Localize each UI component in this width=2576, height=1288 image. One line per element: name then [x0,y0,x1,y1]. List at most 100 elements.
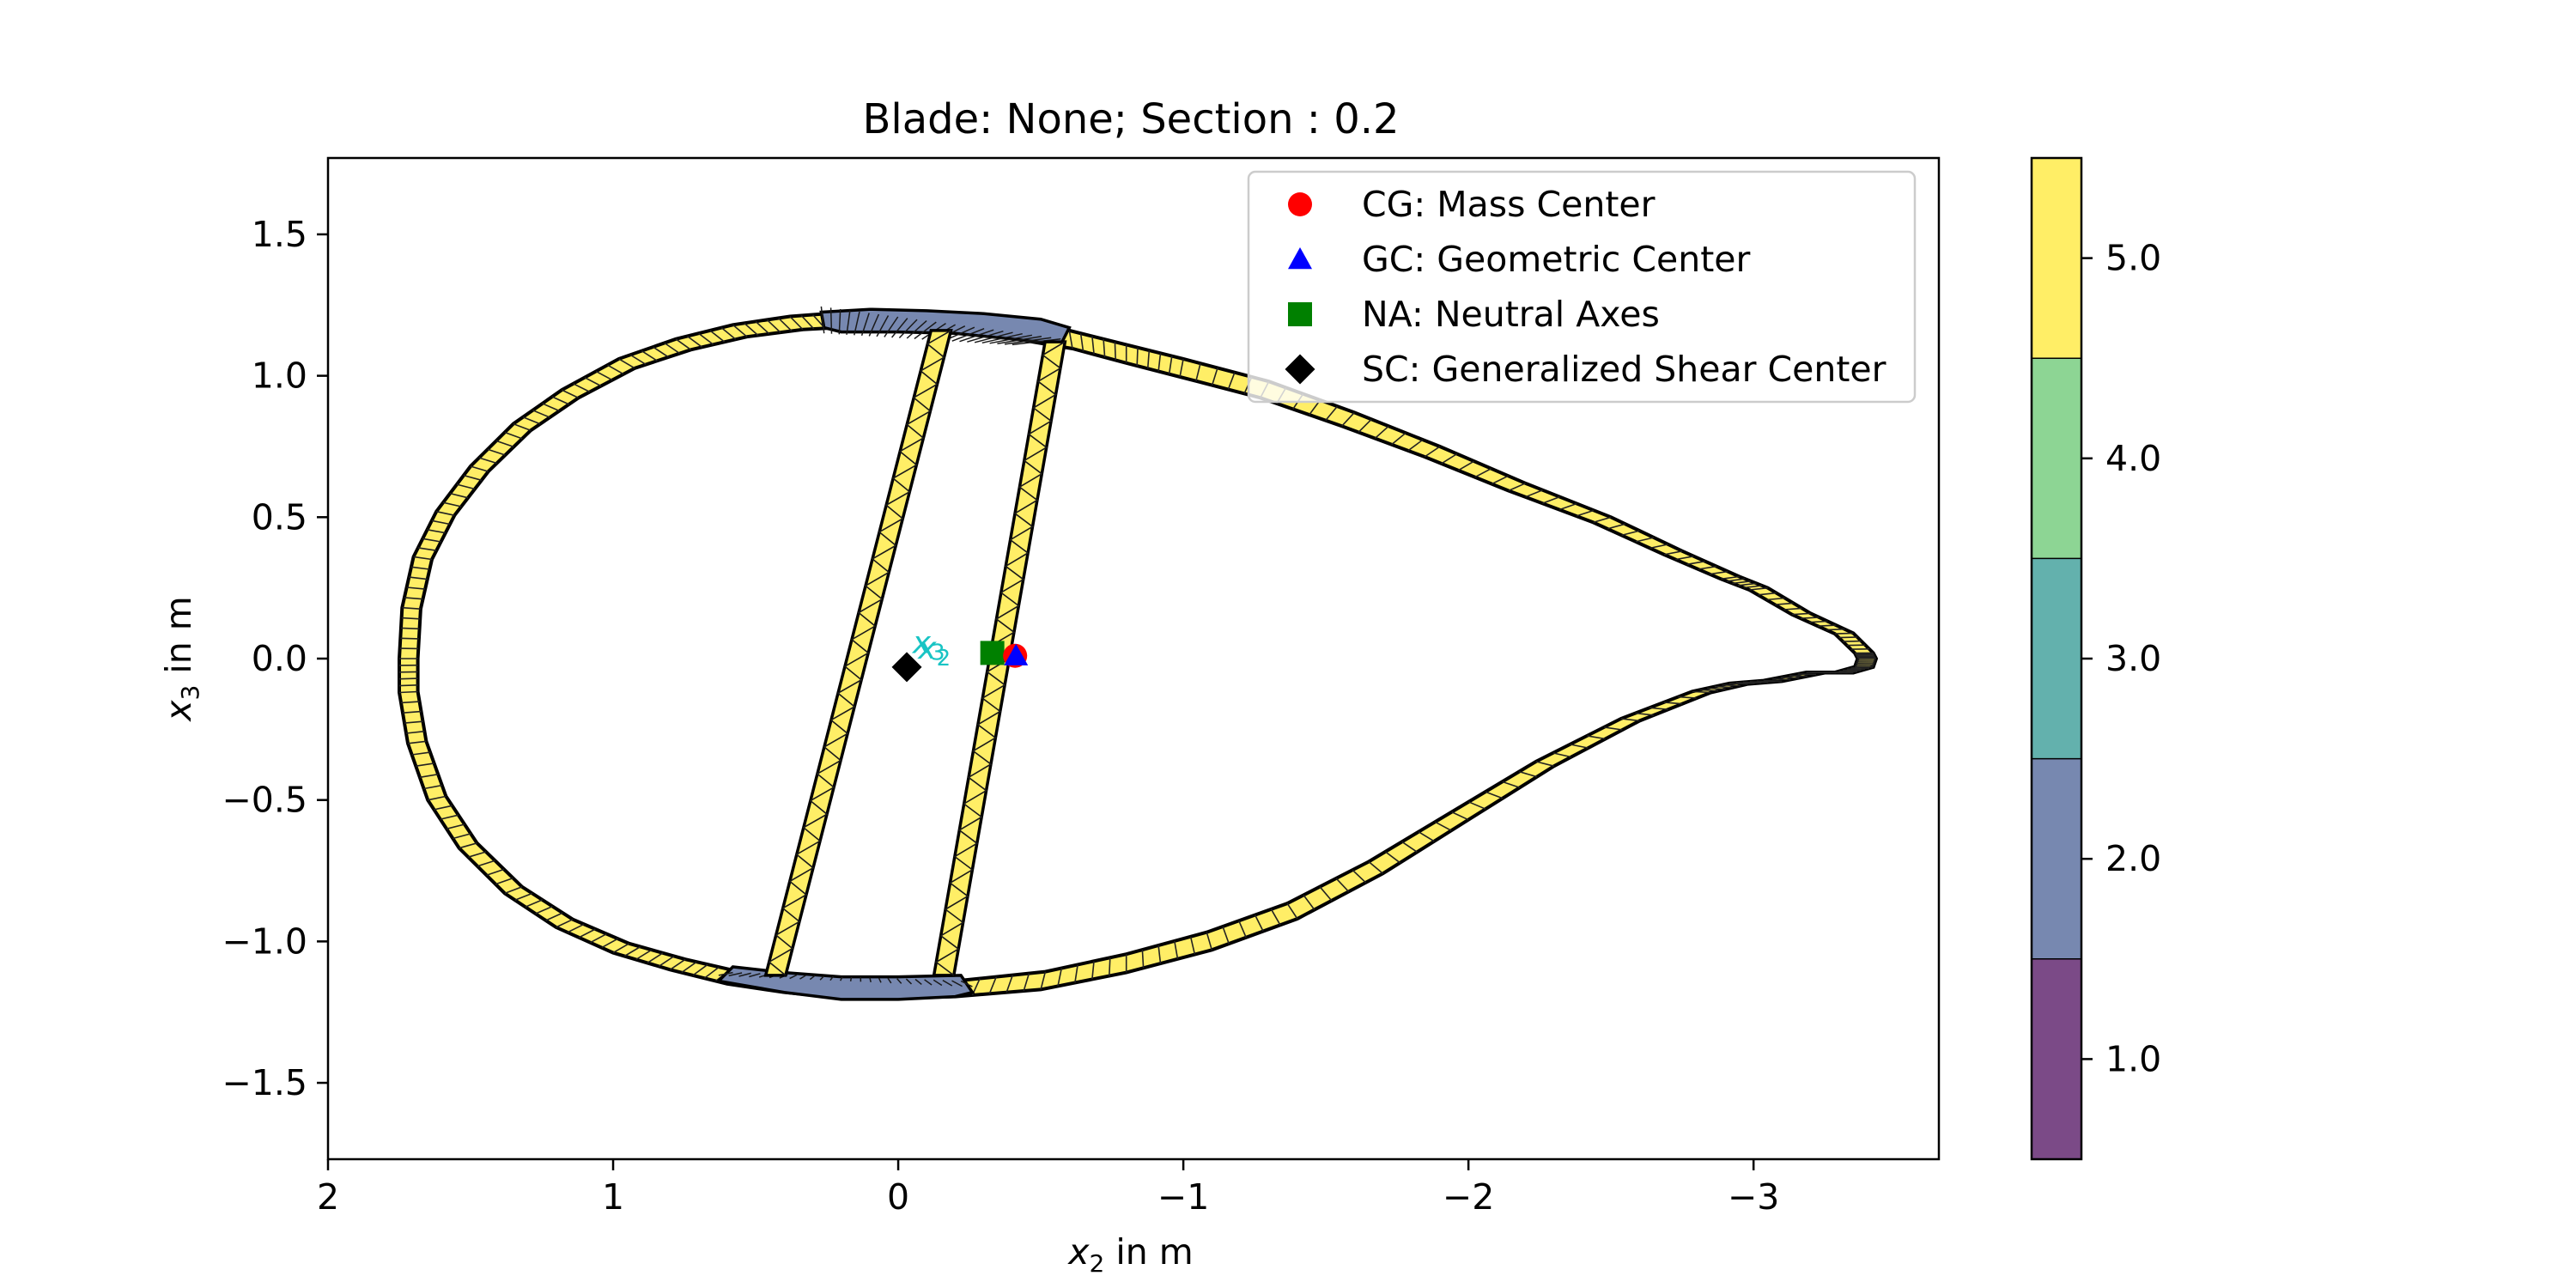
skin-hatch-line [419,774,439,779]
colorbar-band-1 [2032,758,2081,959]
skin-hatch-line [468,851,487,858]
axis-annotation-sub: 3 [931,640,945,665]
skin-hatch-line [1797,673,1817,676]
skin-hatch-line [1401,841,1418,853]
spar-cap-top-hatch-line [891,318,908,338]
skin-hatch-line [449,492,469,499]
spar-cap-bottom-hatch-line [829,975,835,981]
x-axis-label-sub: 2 [1090,1249,1105,1278]
skin-hatch-line [404,597,423,600]
skin-hatch-line [1635,537,1655,543]
spar-cap-top-hatch-line [876,315,890,337]
skin-hatch-line [681,961,697,974]
skin-hatch-line [431,519,451,526]
skin-hatch-line [1843,640,1862,642]
skin-hatch-line [1222,926,1230,945]
skin-hatch-line [573,383,591,393]
legend-entry-label: SC: Generalized Shear Center [1362,349,1886,390]
skin-hatch-line [1587,735,1606,740]
skin-hatch-line [504,886,523,895]
legend-entry-label: CG: Mass Center [1362,184,1656,225]
skin-hatch-line [1743,585,1763,589]
skin-hatch-line [1384,851,1400,864]
skin-hatch-line [456,483,476,490]
skin-hatch-line [766,319,781,333]
y-tick-label: −0.5 [222,780,307,821]
skin-hatch-line [1189,936,1196,955]
skin-hatch-line [744,322,759,337]
skin-hatch-line [417,547,437,551]
spar-cap-bottom-hatch-line [942,980,953,987]
colorbar: 1.0 2.0 3.0 4.0 5.0 [2030,156,2161,1161]
x-tick-label: −1 [1157,1176,1209,1218]
skin-hatch-line [1238,920,1247,939]
skin-hatch-line [402,710,422,714]
skin-hatch-line [1319,886,1333,902]
skin-hatch-line [1358,418,1372,433]
spar-cap-bottom-hatch-line [933,979,943,987]
skin-hatch-line [1457,460,1475,471]
skin-hatch-line [1195,362,1201,381]
spar-cap-top-hatch-line [981,332,1023,344]
skin-hatch-line [1303,894,1315,910]
y-tick-label: −1.5 [222,1062,307,1103]
skin-hatch-line [463,474,483,482]
skin-hatch-line [1780,677,1800,679]
skin-hatch-line [1211,368,1218,386]
axis-annotation-0: x3 [912,625,945,665]
skin-hatch-line [1157,945,1162,964]
skin-hatch-line [1714,685,1734,689]
skin-hatch-line [1678,696,1697,699]
skin-hatch-line [664,342,681,355]
skin-hatch-line [514,892,533,902]
spar-cap-bottom-hatch-line [960,980,973,987]
skin-hatch-line [1103,338,1106,358]
skin-hatch-line [1552,752,1571,758]
axis-annotation-1: x2 [917,631,951,671]
skin-hatch-line [1206,932,1213,951]
y-axis: 1.5 1.0 0.5 0.0 −0.5 −1.0 −1.5 [222,214,328,1103]
spar-cap-bottom-hatch-line [718,971,733,976]
skin-hatch-line [1593,516,1612,524]
x-tick-label: 1 [602,1176,624,1218]
skin-hatch-line [1732,580,1751,585]
spar-cap-bottom-hatch-line [924,979,933,986]
skin-hatch-line [398,684,418,687]
skin-hatch-line [1057,968,1063,987]
spar-cap-top-hatch-line [854,311,860,336]
skin-hatch-line [1418,831,1435,842]
skin-hatch-line [590,933,607,944]
y-tick-label: 1.0 [252,355,307,397]
skin-hatch-line [1808,620,1828,623]
skin-hatch-line [1649,544,1668,550]
skin-hatch-line [1424,446,1441,458]
skin-hatch-line [428,795,447,801]
skin-hatch-line [405,730,425,734]
skin-hatch-line [1663,702,1683,705]
spar-cap-bottom-hatch-line [789,974,798,980]
skin-hatch-line [732,324,748,337]
skin-hatch-line [1136,347,1139,367]
skin-hatch-line [487,448,506,456]
spar-cap-bottom-hatch-line [749,973,761,978]
colorbar-band-2 [2032,558,2081,759]
colorbar-band-3 [2032,358,2081,559]
skin-hatching [398,311,1876,999]
spar-cap-bottom-hatch-line [887,977,892,984]
skin-hatch-line [442,501,462,507]
skin-hatch-line [1374,425,1389,440]
spar-cap-top-hatch-line [820,306,825,334]
skin-hatch-line [607,364,624,375]
skin-hatch-line [658,955,675,968]
skin-hatch-line [522,416,541,425]
axis-annotation-sub: 2 [937,646,951,671]
skin-hatch-line [1441,453,1458,465]
skin-hatch-line [1726,578,1746,582]
legend-box [1247,170,1917,404]
skin-hatch-line [423,784,442,790]
skin-hatch-line [1834,632,1854,635]
skin-hatch-line [1558,502,1577,511]
spar-cap-top-hatch-line [967,330,1004,343]
spar-cap-top-hatch-line [860,313,870,337]
skin-hatch-line [1728,683,1748,685]
